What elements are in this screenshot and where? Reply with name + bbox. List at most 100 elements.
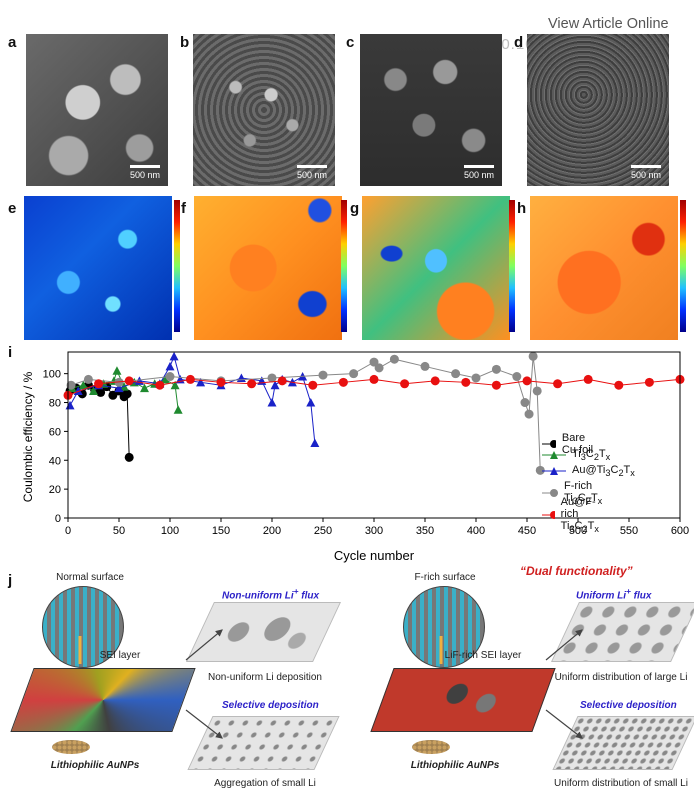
uniform-small-label: Uniform distribution of small Li [554, 778, 688, 789]
data-point [112, 366, 122, 375]
data-point [66, 380, 76, 390]
uniform-large-label: Uniform distribution of large Li [554, 672, 688, 683]
view-article-online-link[interactable]: View Article Online [548, 16, 669, 32]
x-tick-label: 550 [620, 525, 638, 537]
data-point [165, 361, 175, 371]
series-line [69, 354, 316, 443]
data-point [471, 373, 481, 383]
legend-entry-ti3c2tx: Ti3C2Tx [572, 448, 611, 463]
panel-label-d: d [514, 34, 524, 51]
data-point [89, 386, 98, 395]
selective-deposition-label-right: Selective deposition [580, 700, 677, 711]
legend-entry-au-ti3c2tx: Au@Ti3C2Tx [572, 464, 635, 479]
x-tick-label: 50 [113, 525, 125, 537]
lithiophilic-label-right: Lithiophilic AuNPs [410, 760, 500, 771]
data-point [528, 351, 538, 361]
data-point [114, 383, 124, 393]
data-point [83, 374, 93, 384]
scale-bar-label: 500 nm [463, 170, 494, 180]
aunps-pile-left [52, 740, 90, 754]
x-tick-label: 200 [263, 525, 281, 537]
data-point [160, 374, 170, 384]
nonuniform-deposition-label: Non-uniform Li deposition [208, 672, 322, 683]
data-point [310, 438, 320, 447]
legend-entry-au-f-rich: Au@F-rich Ti3C2Tx [560, 496, 599, 535]
aggregation-label: Aggregation of small Li [214, 778, 316, 789]
y-tick-label: 60 [49, 426, 61, 438]
data-point [124, 452, 134, 462]
data-point [185, 374, 195, 384]
color-scale-bar [680, 200, 686, 332]
data-point [369, 374, 379, 384]
data-point [512, 372, 522, 382]
data-point [583, 374, 593, 384]
data-point [96, 387, 106, 397]
y-tick-label: 80 [49, 398, 61, 410]
x-tick-label: 500 [569, 525, 587, 537]
data-point [169, 351, 179, 361]
x-tick-label: 450 [518, 525, 536, 537]
data-point [78, 380, 88, 390]
x-tick-label: 250 [314, 525, 332, 537]
panel-label-g: g [350, 200, 360, 217]
flow-arrows [78, 629, 583, 739]
data-point [520, 398, 530, 408]
data-point [461, 377, 471, 387]
data-point [522, 376, 532, 386]
aunps-pile-right [412, 740, 450, 754]
data-point [165, 372, 175, 382]
x-tick-label: 400 [467, 525, 485, 537]
panel-label-j: j [8, 572, 13, 589]
data-point [400, 379, 410, 389]
series-2 [65, 351, 320, 447]
sei-layer-label: SEI layer [99, 650, 141, 661]
data-point [73, 386, 83, 395]
data-point [491, 380, 501, 390]
data-point [614, 380, 624, 390]
coulombic-efficiency-chart: 0 50 100 150 200 250 300 350 400 450 500 550 600 0 20 4… [21, 351, 689, 563]
data-point [170, 380, 180, 390]
potential-map-h [530, 196, 678, 340]
scale-bar-label: 500 nm [296, 170, 327, 180]
data-point [430, 376, 440, 386]
scale-bar-label: 500 nm [129, 170, 160, 180]
data-point [318, 370, 328, 380]
data-point [140, 383, 149, 393]
panel-label-e: e [8, 200, 17, 217]
data-point [451, 369, 461, 379]
legend-entry-f-rich: F-rich Ti3C2Tx [564, 480, 603, 507]
panel-label-h: h [517, 200, 527, 217]
data-point [374, 363, 384, 373]
y-tick-label: 20 [49, 484, 61, 496]
color-scale-bar [341, 200, 347, 332]
data-point [270, 380, 280, 390]
panel-label-c: c [346, 34, 355, 51]
sem-image-a: 500 nm [26, 34, 168, 186]
data-point [94, 379, 104, 389]
data-point [389, 354, 399, 364]
uniform-flux-label: Uniform Li+ flux [576, 586, 652, 602]
y-axis-label: Coulombic efficiency / % [21, 371, 35, 502]
potential-map-f [194, 196, 342, 340]
data-point [369, 357, 379, 367]
data-point [491, 364, 501, 374]
data-point [247, 379, 257, 389]
data-point [535, 465, 545, 475]
data-point [644, 377, 654, 387]
scale-bar-label: 500 nm [630, 170, 661, 180]
data-point [306, 398, 316, 407]
data-point [277, 376, 287, 386]
x-axis-label: Cycle number [334, 548, 415, 563]
data-point [216, 377, 226, 387]
series-line [70, 356, 541, 471]
data-point [196, 377, 206, 387]
f-rich-surface-label: F-rich surface [414, 572, 476, 583]
data-point [236, 373, 246, 382]
normal-surface-label: Normal surface [56, 572, 124, 583]
nonuniform-flux-label: Non-uniform Li+ flux [222, 586, 320, 602]
data-point [308, 380, 318, 390]
x-tick-label: 100 [161, 525, 179, 537]
atomic-structure-magnifier-f-rich [403, 586, 485, 668]
lithiophilic-label-left: Lithiophilic AuNPs [50, 760, 140, 771]
color-scale-bar [174, 200, 180, 332]
